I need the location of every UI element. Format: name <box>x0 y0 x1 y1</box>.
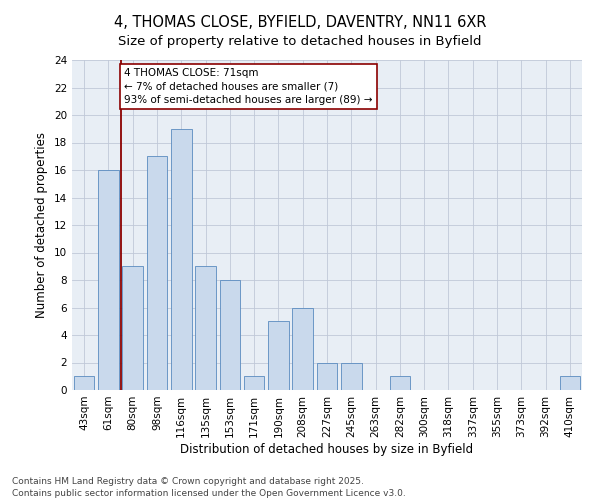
Bar <box>220 280 240 390</box>
X-axis label: Distribution of detached houses by size in Byfield: Distribution of detached houses by size … <box>181 442 473 456</box>
Bar <box>195 266 216 390</box>
Bar <box>341 362 362 390</box>
Text: Contains HM Land Registry data © Crown copyright and database right 2025.
Contai: Contains HM Land Registry data © Crown c… <box>12 476 406 498</box>
Text: 4, THOMAS CLOSE, BYFIELD, DAVENTRY, NN11 6XR: 4, THOMAS CLOSE, BYFIELD, DAVENTRY, NN11… <box>114 15 486 30</box>
Bar <box>268 322 289 390</box>
Bar <box>389 376 410 390</box>
Y-axis label: Number of detached properties: Number of detached properties <box>35 132 49 318</box>
Bar <box>74 376 94 390</box>
Bar <box>122 266 143 390</box>
Bar <box>171 128 191 390</box>
Bar <box>98 170 119 390</box>
Bar <box>244 376 265 390</box>
Bar <box>146 156 167 390</box>
Text: 4 THOMAS CLOSE: 71sqm
← 7% of detached houses are smaller (7)
93% of semi-detach: 4 THOMAS CLOSE: 71sqm ← 7% of detached h… <box>124 68 373 104</box>
Text: Size of property relative to detached houses in Byfield: Size of property relative to detached ho… <box>118 35 482 48</box>
Bar <box>292 308 313 390</box>
Bar <box>317 362 337 390</box>
Bar <box>560 376 580 390</box>
